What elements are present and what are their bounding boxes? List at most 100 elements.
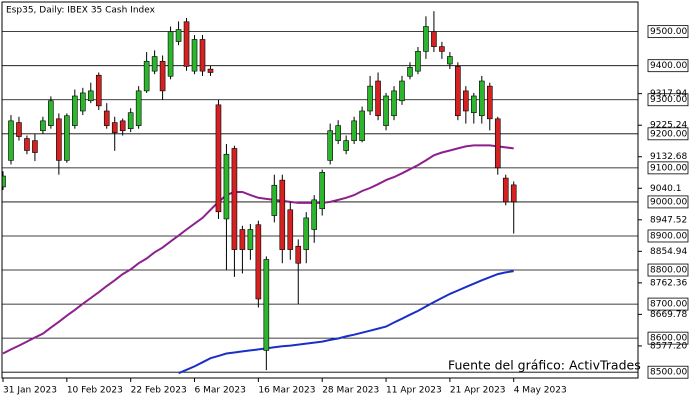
- candle-body: [40, 120, 46, 132]
- chart-title: Esp35, Daily: IBEX 35 Cash Index: [6, 6, 156, 16]
- y-tick-label: 9317.94: [650, 89, 687, 99]
- candle-body: [311, 199, 318, 230]
- candle-body: [119, 120, 126, 132]
- x-tick-label: 21 Apr 2023: [450, 386, 506, 396]
- y-tick-label: 9000.00: [650, 197, 687, 207]
- y-tick-label: 9100.00: [650, 163, 687, 173]
- candle-body: [231, 148, 238, 250]
- candle-body: [439, 46, 445, 52]
- candle-body: [447, 56, 453, 65]
- candle-body: [127, 112, 134, 129]
- candle-body: [271, 184, 278, 216]
- candle-body: [159, 60, 166, 92]
- moving-average-line: [2, 144, 514, 355]
- y-tick-box: [647, 297, 689, 311]
- x-tick-label: 22 Feb 2023: [131, 386, 187, 396]
- y-tick-label: 8947.52: [650, 215, 687, 225]
- candle-body: [143, 60, 150, 92]
- x-tick-label: 10 Feb 2023: [67, 386, 123, 396]
- candle-body: [351, 120, 357, 141]
- candle-body: [183, 21, 190, 67]
- candle-body: [103, 110, 110, 126]
- candle-body: [135, 90, 142, 126]
- y-tick-label: 9200.00: [650, 129, 687, 139]
- candle-body: [383, 95, 389, 126]
- y-tick-label: 9300.00: [650, 95, 687, 105]
- y-tick-box: [647, 195, 689, 209]
- x-tick-label: 31 Jan 2023: [3, 386, 57, 396]
- candle-body: [223, 153, 230, 220]
- candle-body: [263, 259, 270, 351]
- candle-body: [48, 100, 54, 126]
- candle-body: [359, 110, 365, 141]
- x-tick-label: 6 Mar 2023: [195, 386, 246, 396]
- candle-body: [279, 179, 286, 250]
- y-tick-box: [647, 93, 689, 107]
- candle-body: [111, 122, 118, 134]
- candle-body: [239, 229, 246, 250]
- x-tick-label: 28 Mar 2023: [322, 386, 379, 396]
- y-tick-label: 9040.1: [650, 184, 682, 194]
- candle-body: [423, 26, 429, 52]
- candle-body: [56, 118, 62, 161]
- candle-body: [191, 39, 198, 72]
- candle-body: [247, 229, 254, 250]
- candle-body: [327, 130, 333, 161]
- candle-body: [207, 68, 214, 73]
- y-tick-box: [647, 263, 689, 277]
- y-tick-box: [647, 25, 689, 39]
- y-tick-label: 9400.00: [650, 61, 687, 71]
- y-tick-box: [647, 229, 689, 243]
- candle-body: [151, 56, 158, 72]
- y-tick-label: 8500.00: [650, 368, 687, 378]
- candle-body: [303, 217, 310, 250]
- y-tick-label: 8900.00: [650, 231, 687, 241]
- x-tick-label: 4 May 2023: [514, 386, 567, 396]
- candle-body: [295, 245, 302, 264]
- candle-body: [510, 184, 517, 203]
- candle-body: [215, 104, 222, 213]
- candle-body: [463, 90, 469, 112]
- y-tick-box: [647, 59, 689, 73]
- candle-body: [494, 118, 501, 169]
- candle-body: [471, 95, 477, 113]
- y-tick-label: 9225.24: [650, 121, 687, 131]
- candle-body: [255, 224, 262, 300]
- candle-body: [2, 175, 6, 188]
- y-tick-label: 8800.00: [650, 266, 687, 276]
- y-tick-label: 8854.94: [650, 247, 687, 257]
- y-tick-label: 8669.78: [650, 310, 687, 320]
- y-tick-box: [647, 161, 689, 175]
- candle-body: [367, 85, 373, 112]
- plot-frame: [1, 1, 639, 379]
- axes: 9500.00 9400.00 9300.00 9200.00 9100.00 9000.…: [2, 25, 689, 396]
- y-tick-label: 9500.00: [650, 27, 687, 37]
- candle-body: [72, 95, 78, 126]
- y-tick-box: [647, 365, 689, 379]
- candle-body: [478, 80, 485, 117]
- candle-body: [391, 90, 397, 117]
- candle-body: [415, 51, 421, 72]
- candle-body: [32, 140, 38, 153]
- candle-body: [287, 209, 294, 250]
- candle-body: [431, 31, 437, 47]
- candle-body: [64, 115, 70, 161]
- candle-body: [399, 80, 405, 102]
- candle-body: [24, 138, 30, 151]
- x-tick-label: 11 Apr 2023: [386, 386, 442, 396]
- y-tick-box: [647, 127, 689, 141]
- y-tick-label: 8577.20: [650, 341, 687, 351]
- moving-average-line: [178, 270, 514, 375]
- candle-body: [95, 74, 102, 107]
- y-tick-box: [647, 331, 689, 345]
- x-tick-label: 16 Mar 2023: [258, 386, 315, 396]
- candle-body: [455, 66, 461, 117]
- candle-body: [319, 171, 326, 210]
- y-tick-label: 8600.00: [650, 334, 687, 344]
- y-tick-label: 8762.36: [650, 278, 687, 288]
- candle-body: [80, 92, 86, 112]
- candle-body: [486, 85, 493, 120]
- candle-body: [16, 122, 22, 137]
- candle-body: [407, 67, 413, 77]
